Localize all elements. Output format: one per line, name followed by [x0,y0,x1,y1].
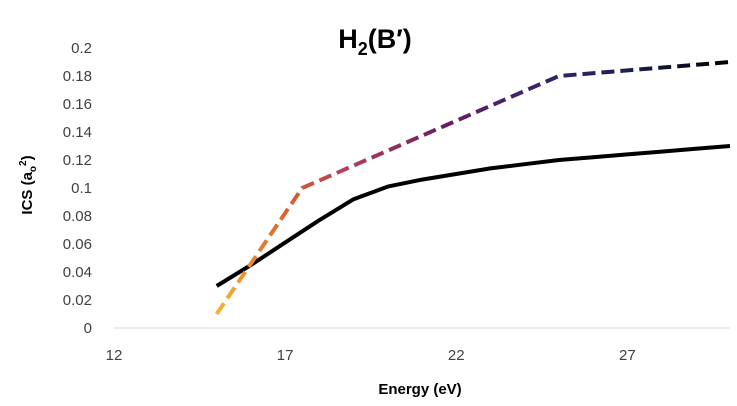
chart-title: H2(B′) [338,24,411,59]
y-tick-label: 0.12 [63,152,92,169]
x-tick-label: 17 [277,347,294,364]
y-axis-title-prefix: ICS (a [19,171,36,214]
y-tick-label: 0 [84,320,92,337]
y-tick-label: 0.08 [63,208,92,225]
x-tick-label: 27 [619,347,636,364]
chart-title-rest: (B′) [368,24,412,54]
y-tick-label: 0.06 [63,236,92,253]
y-tick-label: 0.16 [63,96,92,113]
y-tick-label: 0.18 [63,68,92,85]
y-tick-label: 0.04 [63,264,92,281]
y-tick-label: 0.14 [63,124,92,141]
y-tick-label: 0.02 [63,292,92,309]
series-group [215,60,731,316]
y-tick-label: 0.2 [71,40,92,57]
x-tick-label: 12 [106,347,123,364]
y-axis-title: ICS (ao2) [18,155,39,214]
chart-title-base: H [338,24,358,54]
y-tick-label: 0.1 [71,180,92,197]
series-line-dashed [215,60,731,316]
series-line-solid [215,144,731,288]
x-axis-title: Energy (eV) [378,381,461,398]
x-tick-labels: 12 17 22 27 [106,347,636,364]
y-axis-title-subscript: o [28,166,39,172]
y-axis-title-superscript: 2 [18,160,29,166]
y-tick-labels: 0 0.02 0.04 0.06 0.08 0.1 0.12 0.14 0.16 0.18 0.2 [63,40,92,337]
chart-title-subscript: 2 [358,39,368,59]
y-axis-title-suffix: ) [19,155,36,160]
x-tick-label: 22 [448,347,465,364]
